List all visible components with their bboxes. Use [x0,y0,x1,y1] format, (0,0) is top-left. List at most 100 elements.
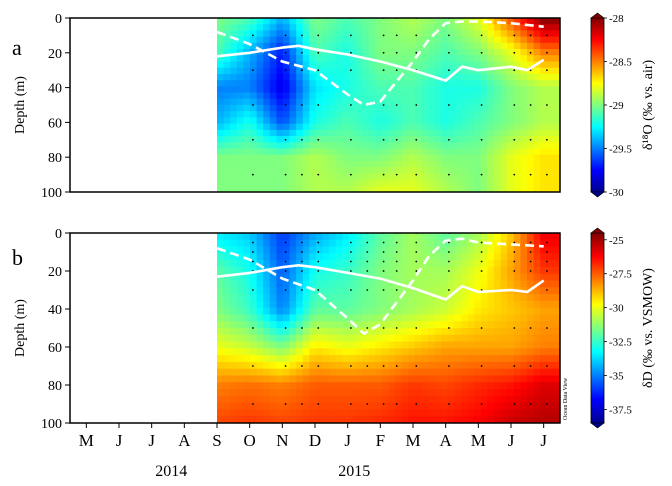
heat-cell [329,179,337,187]
heat-cell [368,167,376,174]
heat-cell [527,355,535,363]
heat-cell [494,173,502,181]
heat-cell [289,55,297,63]
heat-cell [527,80,535,87]
heat-cell [223,402,231,411]
heat-cell [507,136,515,143]
heat-cell [236,73,244,81]
heat-cell [401,355,409,363]
heat-cell [454,294,462,302]
heat-cell [269,154,277,162]
heat-cell [381,179,390,187]
heat-cell [428,300,436,309]
heat-cell [480,136,489,143]
heat-cell [236,368,244,377]
heat-cell [480,266,489,275]
heat-cell [329,42,337,50]
heat-cell [474,111,482,119]
heat-cell [381,389,390,397]
sample-point [546,104,548,106]
heat-cell [223,111,231,119]
heat-cell [434,92,442,100]
heat-cell [335,361,343,370]
heat-cell [513,92,522,100]
heat-cell [520,142,528,150]
heat-cell [454,355,462,363]
heat-cell [223,24,231,32]
heat-cell [256,173,264,181]
sample-point [546,260,548,263]
heat-cell [276,36,284,44]
heat-cell [434,348,442,356]
sample-point [350,365,352,367]
heat-cell [467,273,475,282]
heat-cell [236,111,244,119]
heat-cell [395,117,403,125]
heat-cell [421,280,429,288]
heat-cell [230,402,238,411]
sample-point [395,241,398,244]
heat-cell [474,36,482,44]
heat-cell [335,409,343,417]
heat-cell [520,260,528,268]
heat-cell [342,160,350,168]
heat-cell [230,123,238,131]
heat-cell [243,111,251,119]
heat-cell [520,273,528,282]
heat-cell [401,402,409,411]
heat-cell [421,105,429,112]
heat-cell [434,185,442,192]
heat-cell [282,280,291,288]
heat-cell [309,92,317,100]
heat-cell [421,167,429,174]
heat-cell [230,86,238,94]
heat-cell [434,416,442,423]
heat-cell [230,382,238,390]
heat-cell [381,321,390,329]
heat-cell [289,307,297,316]
heat-cell [454,368,462,377]
heat-cell [441,246,449,254]
heat-cell [256,233,264,241]
heat-cell [507,55,515,63]
heat-cell [434,86,442,94]
heat-cell [408,179,416,187]
heat-cell [276,179,284,187]
heat-cell [315,233,324,241]
sample-point [284,327,287,329]
heat-cell [282,24,291,32]
sample-point [529,51,532,54]
heat-cell [428,355,436,363]
heat-cell [461,348,469,356]
heat-cell [520,80,528,87]
heat-cell [223,67,231,75]
sample-point [284,260,287,263]
heat-cell [467,402,475,411]
heat-cell [381,36,390,44]
heat-cell [348,341,357,349]
heat-cell [408,409,416,417]
heat-cell [309,395,317,404]
heat-cell [269,111,277,119]
heat-cell [401,348,409,356]
sample-point [317,403,320,405]
heat-cell [289,80,297,87]
heat-cell [355,49,363,56]
heat-cell [249,86,258,94]
heat-cell [533,314,541,322]
heat-cell [467,98,475,106]
heat-cell [408,253,416,261]
heat-cell [302,246,310,254]
heat-cell [388,368,396,377]
heat-cell [553,154,560,162]
heat-cell [434,287,442,295]
heat-cell [441,307,449,316]
heat-cell [480,24,489,32]
heat-cell [322,348,330,356]
heat-cell [395,179,403,187]
xtick-label: D [309,431,321,450]
heat-cell [487,389,495,397]
heat-cell [513,233,522,241]
heat-cell [329,117,337,125]
